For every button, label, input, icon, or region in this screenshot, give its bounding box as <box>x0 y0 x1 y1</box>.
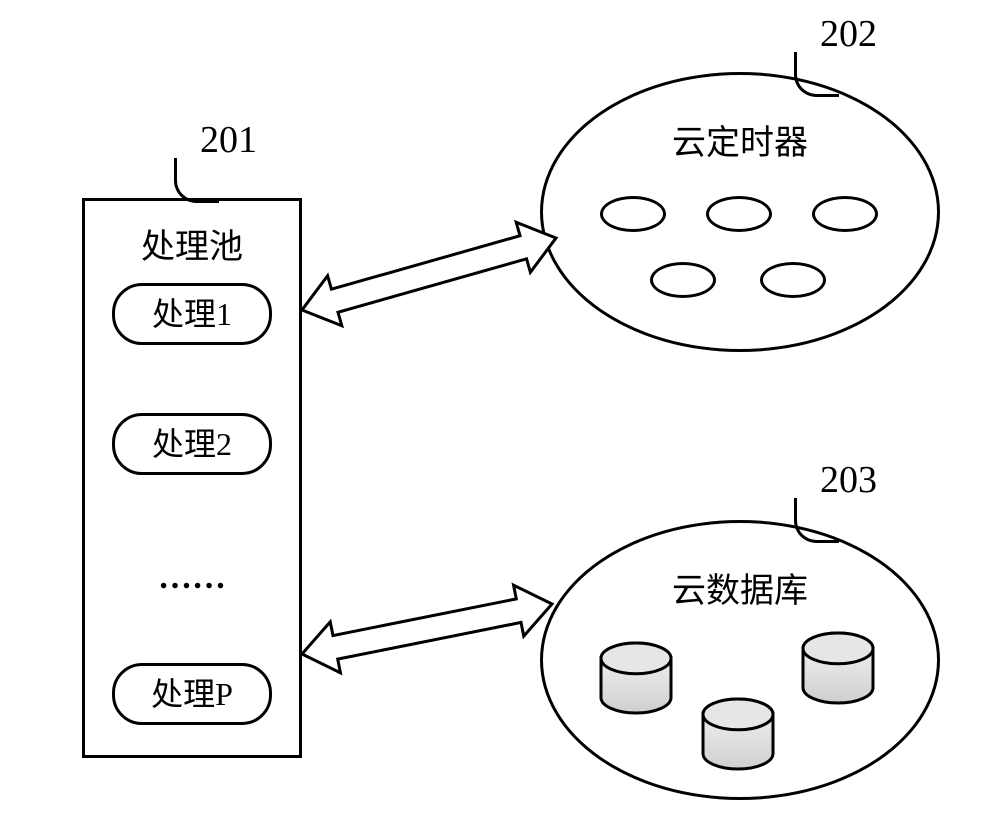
db-cylinder-3 <box>800 630 876 706</box>
timer-dot-3 <box>812 196 878 232</box>
timer-dot-1 <box>600 196 666 232</box>
pool-item-2: 处理2 <box>112 413 272 475</box>
pool-item-1: 处理1 <box>112 283 272 345</box>
db-cylinder-2 <box>700 696 776 772</box>
pool-item-p-label: 处理P <box>151 676 233 712</box>
arrow-pool-database <box>252 554 602 704</box>
ref-label-202: 202 <box>820 12 877 56</box>
pool-item-2-label: 处理2 <box>152 426 232 462</box>
db-cylinder-1 <box>598 640 674 716</box>
timer-dot-2 <box>706 196 772 232</box>
pool-item-p: 处理P <box>112 663 272 725</box>
ref-label-201: 201 <box>200 118 257 162</box>
pool-item-1-label: 处理1 <box>152 296 232 332</box>
leader-201 <box>174 158 219 203</box>
cloud-timer-title: 云定时器 <box>543 115 937 164</box>
arrow-pool-timer <box>252 188 606 360</box>
timer-dot-5 <box>760 262 826 298</box>
timer-dot-4 <box>650 262 716 298</box>
diagram-canvas: 201 202 203 处理池 处理1 处理2 …… 处理P 云定时器 云数据库 <box>0 0 1000 830</box>
cloud-database-title: 云数据库 <box>543 563 937 612</box>
ref-label-203: 203 <box>820 458 877 502</box>
